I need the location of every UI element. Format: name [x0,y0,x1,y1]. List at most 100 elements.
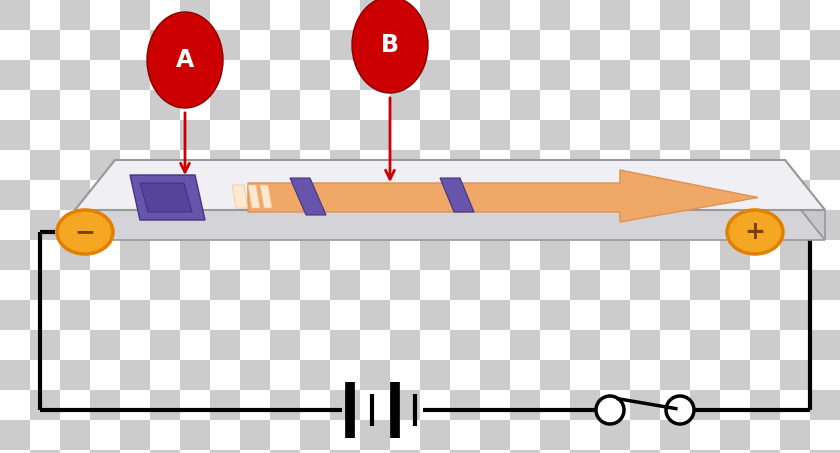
Bar [720,270,750,300]
Bar [360,180,390,210]
Bar [480,210,510,240]
Bar [780,240,810,270]
Bar [210,210,240,240]
Bar [270,240,300,270]
Bar [510,270,540,300]
Bar [510,330,540,360]
Bar [690,300,720,330]
Bar [690,30,720,60]
Bar [330,90,360,120]
Bar [270,210,300,240]
Bar [600,300,630,330]
Bar [780,30,810,60]
Bar [240,180,270,210]
Bar [630,330,660,360]
Bar [480,420,510,450]
Bar [720,60,750,90]
Bar [450,30,480,60]
Bar [450,360,480,390]
Bar [360,450,390,453]
Bar [270,120,300,150]
Bar [810,0,840,30]
Bar [210,330,240,360]
Bar [0,120,30,150]
Bar [180,450,210,453]
Bar [90,330,120,360]
Bar [390,300,420,330]
Bar [360,210,390,240]
Bar [240,210,270,240]
Bar [540,420,570,450]
Bar [30,210,60,240]
Bar [60,360,90,390]
Bar [600,30,630,60]
Bar [390,210,420,240]
Bar [300,300,330,330]
Bar [0,240,30,270]
Bar [150,90,180,120]
Bar [660,30,690,60]
Bar [780,150,810,180]
Bar [480,330,510,360]
Bar [360,120,390,150]
Bar [360,270,390,300]
Bar [420,390,450,420]
Bar [480,60,510,90]
Bar [330,360,360,390]
Bar [630,30,660,60]
Bar [180,150,210,180]
Bar [690,240,720,270]
Bar [390,360,420,390]
Text: A: A [176,48,194,72]
Bar [270,360,300,390]
Bar [660,120,690,150]
Bar [660,420,690,450]
Bar [750,300,780,330]
Bar [630,150,660,180]
Bar [300,240,330,270]
Bar [570,30,600,60]
Bar [660,360,690,390]
Bar [600,60,630,90]
Bar [330,330,360,360]
Bar [810,360,840,390]
Bar [810,90,840,120]
Polygon shape [440,178,474,212]
Bar [300,330,330,360]
Bar [810,120,840,150]
Bar [510,90,540,120]
Bar [750,150,780,180]
Bar [420,60,450,90]
Bar [600,360,630,390]
Bar [780,360,810,390]
Bar [30,360,60,390]
Bar [240,270,270,300]
Bar [630,420,660,450]
Bar [810,420,840,450]
Bar [120,450,150,453]
Bar [450,60,480,90]
Bar [600,390,630,420]
Bar [210,120,240,150]
Text: −: − [75,220,96,244]
Bar [420,300,450,330]
Bar [360,90,390,120]
Bar [750,90,780,120]
Bar [180,360,210,390]
Bar [90,150,120,180]
Bar [420,90,450,120]
Bar [660,270,690,300]
Bar [330,270,360,300]
Bar [60,420,90,450]
Bar [750,0,780,30]
Bar [510,300,540,330]
Bar [630,120,660,150]
Bar [540,60,570,90]
Bar [630,360,660,390]
Bar [510,450,540,453]
Bar [0,390,30,420]
Bar [450,210,480,240]
Bar [720,90,750,120]
Bar [420,0,450,30]
Bar [720,360,750,390]
